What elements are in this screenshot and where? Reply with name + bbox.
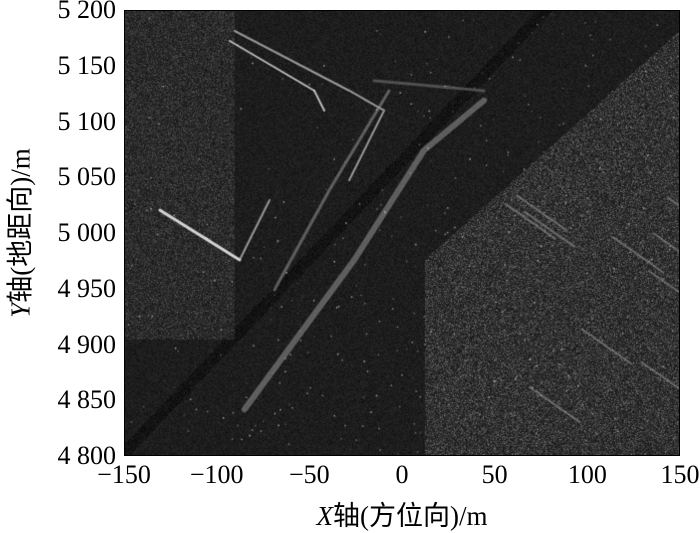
y-tick-label: 5 150 [57,50,117,80]
y-tick-label: 4 800 [57,441,117,470]
y-tick-label: 5 050 [57,162,117,192]
y-tick-label: 4 850 [57,385,117,415]
x-axis-label-text: 轴(方位向)/m [333,501,488,531]
x-tick-label: −50 [288,460,330,489]
y-tick-label: 5 200 [57,0,117,24]
x-tick-label: 50 [481,460,508,489]
y-axis-label: Y轴(地距向)/m [0,148,38,318]
y-axis-label-text: 轴(地距向)/m [5,148,36,303]
y-axis-variable: Y [5,302,36,318]
y-tick-label: 4 900 [57,329,117,359]
x-tick-label: 0 [395,460,409,489]
x-tick-label: −100 [189,460,244,489]
y-tick-label: 5 100 [57,106,117,136]
sar-image-plot [124,10,680,456]
x-tick-label: 100 [567,460,607,489]
y-tick-label: 4 950 [57,273,117,303]
x-tick-label: 150 [660,460,700,489]
sar-image [125,11,679,455]
x-axis-label: X轴(方位向)/m [317,494,488,533]
x-axis-variable: X [316,501,334,531]
y-tick-label: 5 000 [57,218,117,247]
x-tick-label: −150 [97,460,151,489]
